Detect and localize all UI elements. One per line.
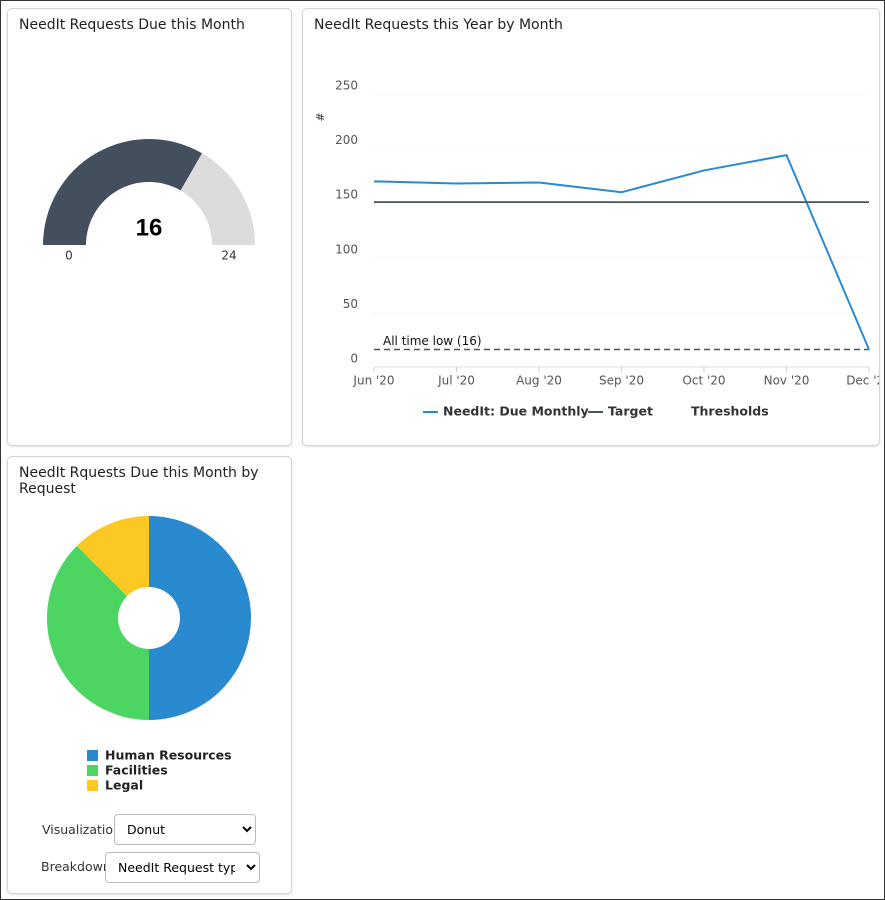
x-tick-label: Jun '20 xyxy=(352,374,394,388)
y-tick-label: 50 xyxy=(343,297,358,311)
y-tick-label: 250 xyxy=(335,79,358,93)
gauge-value xyxy=(43,138,202,245)
y-tick-label: 0 xyxy=(350,352,358,366)
legend-swatch xyxy=(87,780,98,791)
legend-label: Facilities xyxy=(105,763,168,778)
gauge-panel: NeedIt Requests Due this Month 16 0 24 xyxy=(7,8,292,446)
control-label: Visualization xyxy=(42,822,121,837)
legend-label: Human Resources xyxy=(105,748,232,763)
panel-title: NeedIt Requests Due this Month xyxy=(19,17,245,33)
x-tick-label: Aug '20 xyxy=(516,374,562,388)
legend-label: NeedIt: Due Monthly xyxy=(443,404,589,419)
gauge-min-label: 0 xyxy=(65,249,73,263)
threshold-label: All time low (16) xyxy=(383,334,482,348)
breakdown-select[interactable]: NeedIt Request type xyxy=(105,852,260,883)
x-tick-label: Oct '20 xyxy=(682,374,725,388)
gauge-max-label: 24 xyxy=(221,249,236,263)
series-line xyxy=(373,154,870,350)
y-tick-label: 150 xyxy=(335,188,358,202)
y-tick-label: 200 xyxy=(335,133,358,147)
x-tick-label: Jul '20 xyxy=(437,374,475,388)
donut-slice xyxy=(46,545,149,720)
gauge-chart: 16 0 24 xyxy=(43,138,255,263)
y-axis-title: # xyxy=(314,112,327,121)
legend-swatch xyxy=(87,765,98,776)
y-tick-label: 100 xyxy=(335,242,358,256)
legend-label: Target xyxy=(608,404,653,419)
x-tick-label: Dec '20 xyxy=(846,374,879,388)
legend-label: Thresholds xyxy=(691,404,769,419)
x-tick-label: Sep '20 xyxy=(599,374,644,388)
control-label: Breakdown xyxy=(41,859,111,874)
donut-panel: NeedIt Rquests Due this Month by Request… xyxy=(7,456,292,894)
gauge-track xyxy=(180,153,255,245)
panel-title: NeedIt Requests this Year by Month xyxy=(314,17,563,33)
visualization-select[interactable]: Donut xyxy=(114,814,256,845)
legend-swatch xyxy=(87,750,98,761)
line-chart: #0 50 100 150 200 250 Jun '20 Jul '20 Aug '20 Sep… xyxy=(314,79,879,419)
legend-label: Legal xyxy=(105,778,143,793)
line-panel: NeedIt Requests this Year by Month #0 50 1… xyxy=(302,8,880,446)
donut-slice xyxy=(149,516,251,720)
gauge-value-label: 16 xyxy=(136,214,163,241)
donut-slice xyxy=(76,516,149,597)
panel-title: NeedIt Rquests Due this Month by Request xyxy=(19,465,259,497)
x-tick-label: Nov '20 xyxy=(764,374,810,388)
